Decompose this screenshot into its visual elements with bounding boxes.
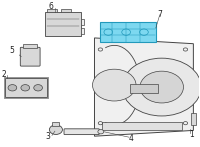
Text: 5: 5 bbox=[9, 46, 14, 55]
FancyBboxPatch shape bbox=[191, 113, 196, 125]
FancyBboxPatch shape bbox=[52, 122, 59, 126]
FancyBboxPatch shape bbox=[81, 19, 84, 25]
Text: 6: 6 bbox=[49, 2, 53, 11]
Circle shape bbox=[98, 130, 104, 134]
Circle shape bbox=[49, 125, 62, 135]
FancyBboxPatch shape bbox=[5, 78, 47, 97]
Text: 3: 3 bbox=[46, 132, 50, 141]
FancyBboxPatch shape bbox=[45, 12, 81, 36]
Text: 4: 4 bbox=[129, 134, 134, 143]
FancyBboxPatch shape bbox=[102, 122, 182, 130]
Polygon shape bbox=[94, 38, 193, 136]
FancyBboxPatch shape bbox=[20, 47, 40, 66]
Circle shape bbox=[122, 58, 200, 116]
FancyBboxPatch shape bbox=[130, 84, 158, 93]
Circle shape bbox=[34, 85, 42, 91]
FancyBboxPatch shape bbox=[47, 9, 57, 12]
FancyBboxPatch shape bbox=[81, 28, 84, 34]
FancyBboxPatch shape bbox=[61, 9, 71, 12]
Text: 2: 2 bbox=[1, 70, 6, 78]
Circle shape bbox=[8, 85, 17, 91]
FancyBboxPatch shape bbox=[64, 129, 99, 135]
Circle shape bbox=[21, 85, 30, 91]
Circle shape bbox=[140, 71, 183, 103]
FancyBboxPatch shape bbox=[23, 44, 37, 48]
Circle shape bbox=[93, 69, 136, 101]
Text: 1: 1 bbox=[189, 130, 194, 138]
FancyBboxPatch shape bbox=[100, 22, 156, 42]
Text: 7: 7 bbox=[157, 10, 162, 19]
